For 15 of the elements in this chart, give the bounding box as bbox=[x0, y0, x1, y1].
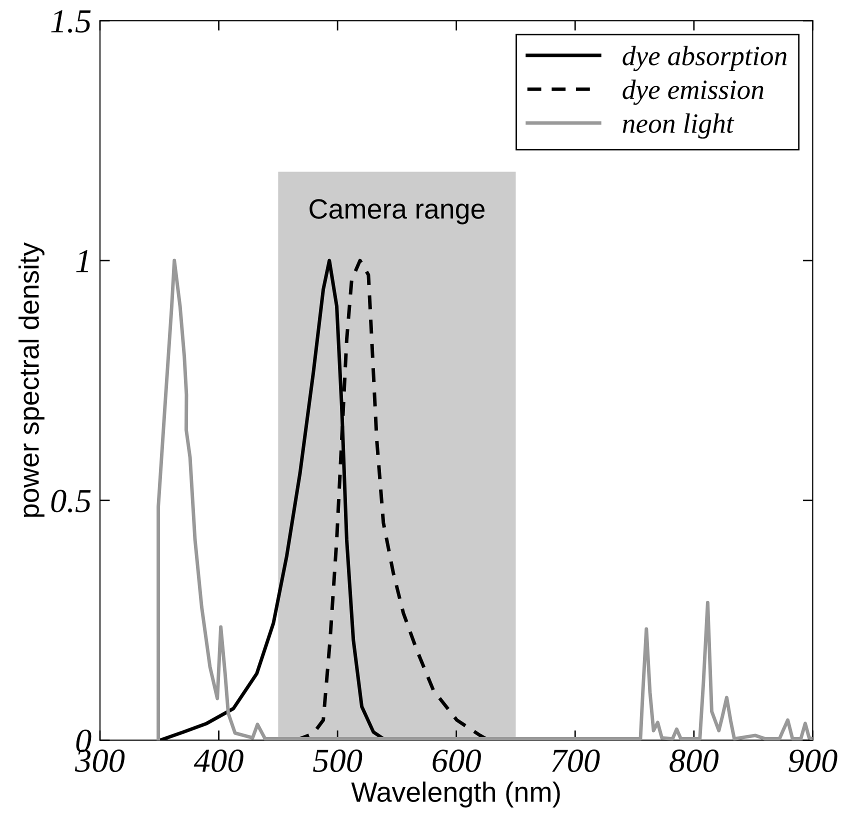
y-tick-label: 1.5 bbox=[51, 10, 91, 33]
x-tick-label: 800 bbox=[670, 750, 718, 772]
y-tick-label: 1 bbox=[76, 250, 88, 272]
band-label: Camera range bbox=[310, 199, 485, 224]
x-tick-label: 400 bbox=[194, 750, 244, 772]
legend-label: dye emission bbox=[622, 80, 764, 105]
x-tick-label: 500 bbox=[313, 750, 362, 772]
x-tick-label: 700 bbox=[552, 750, 600, 772]
y-tick-label: 0.5 bbox=[51, 490, 91, 512]
y-axis-title: power spectral density bbox=[18, 242, 44, 517]
legend-label: neon light bbox=[622, 113, 734, 139]
x-tick-label: 600 bbox=[432, 750, 481, 772]
legend-label: dye absorption bbox=[622, 46, 787, 72]
x-axis-title: Wavelength (nm) bbox=[351, 782, 560, 808]
x-tick-label: 900 bbox=[788, 750, 838, 772]
